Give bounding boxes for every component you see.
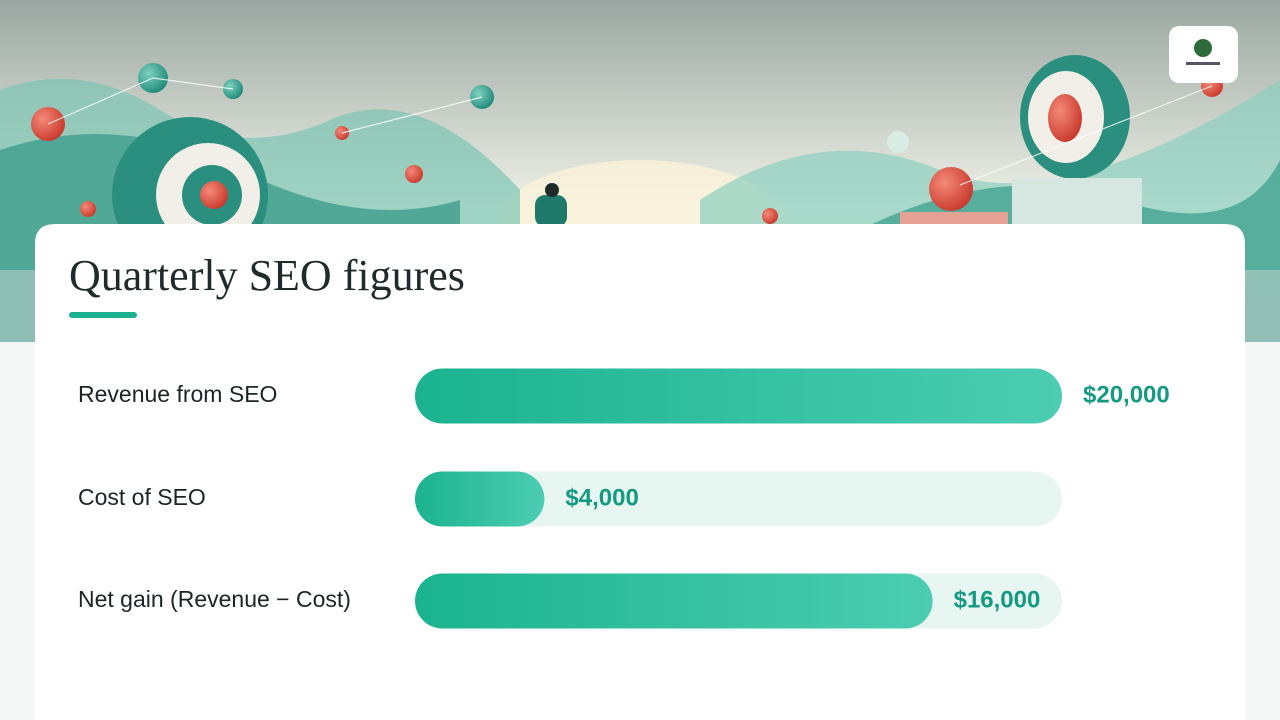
bar (415, 573, 933, 629)
bar (415, 368, 1062, 424)
value-label: $20,000 (1083, 381, 1170, 408)
bar-track (415, 471, 1062, 527)
value-label: $16,000 (954, 586, 1041, 613)
logo (1169, 26, 1238, 83)
category-label: Revenue from SEO (78, 381, 277, 407)
bar (415, 471, 545, 527)
value-label: $4,000 (565, 484, 638, 511)
chart-title: Quarterly SEO figures (69, 251, 465, 300)
title-accent (69, 312, 137, 318)
category-label: Net gain (Revenue − Cost) (78, 586, 351, 612)
category-label: Cost of SEO (78, 484, 206, 510)
plot-area: Revenue from SEO $20,000 Cost of SEO $4,000… (78, 368, 1170, 629)
